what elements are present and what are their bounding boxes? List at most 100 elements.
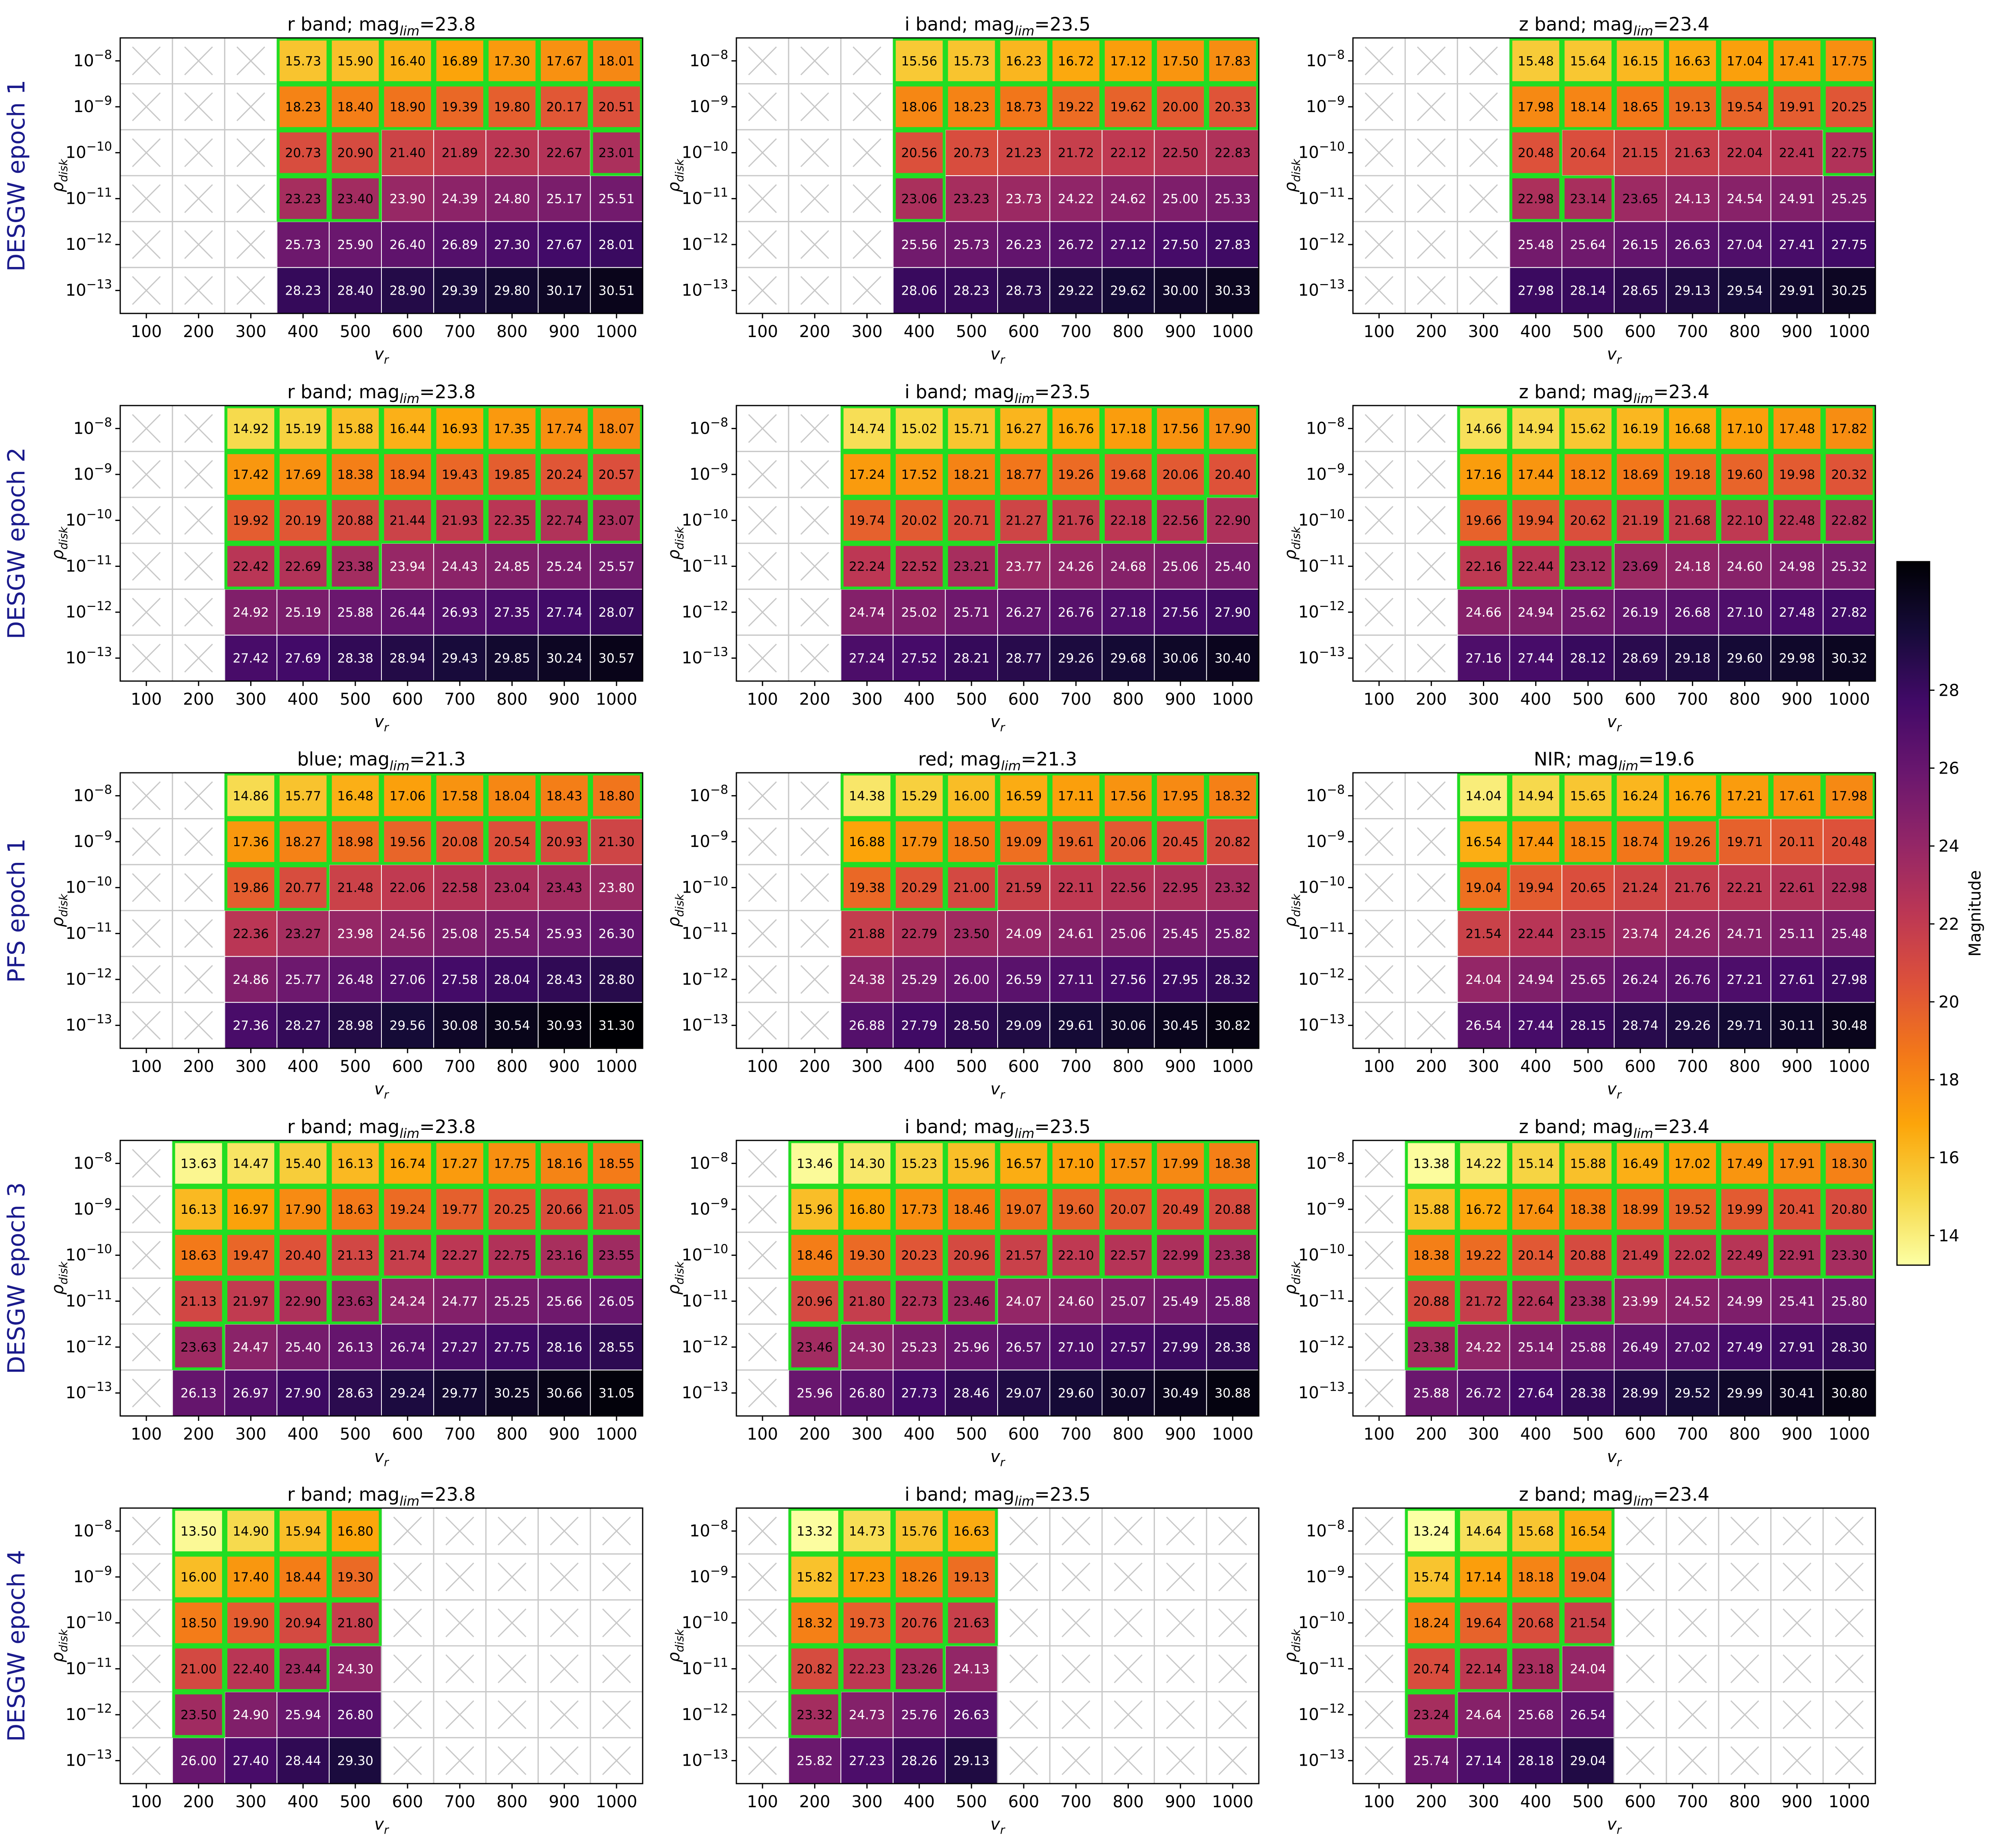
x-tick-label: 800 — [496, 690, 527, 709]
cell-value-label: 27.24 — [849, 651, 885, 666]
cell-value-label: 25.00 — [1162, 192, 1198, 206]
cell-value-label: 25.73 — [954, 238, 990, 252]
cell-value-label: 24.30 — [849, 1340, 885, 1355]
detectable-cell-outline — [1154, 405, 1207, 452]
x-tick-label: 1000 — [1829, 1793, 1870, 1811]
heatmap-panel-4-2: 13.46 14.30 15.23 15.96 16.57 17.10 17.57 17.99… — [665, 1116, 1260, 1469]
detectable-cell-outline — [277, 129, 330, 176]
heatmap-cell — [1561, 1232, 1615, 1279]
cell-value-label: 24.80 — [494, 192, 530, 206]
heatmap-cell — [1822, 635, 1876, 682]
heatmap-cell — [1049, 543, 1103, 590]
excluded-cross-mark — [1009, 1654, 1038, 1683]
cell-value-label: 15.71 — [954, 421, 990, 436]
cell-value-label: 17.58 — [442, 789, 478, 803]
detectable-cell-outline — [1457, 1140, 1510, 1187]
heatmap-cell — [590, 772, 643, 819]
cell-value-label: 19.90 — [233, 1616, 269, 1631]
heatmap-cell — [1049, 1369, 1103, 1416]
detectable-cell-outline — [1154, 497, 1207, 544]
heatmap-cell — [538, 635, 591, 682]
cell-value-label: 25.02 — [901, 605, 937, 620]
colorbar-tick-label: 16 — [1939, 1149, 1959, 1167]
y-tick-label: 10−9 — [73, 461, 112, 484]
heatmap-cell — [328, 497, 382, 544]
cell-value-label: 13.46 — [797, 1156, 833, 1171]
y-tick-label: 10−11 — [66, 920, 112, 943]
excluded-cross-mark — [1009, 1516, 1038, 1546]
cell-value-label: 18.55 — [599, 1156, 635, 1171]
y-axis-label: ρdisk — [48, 1628, 70, 1663]
cell-value-label: 18.99 — [1622, 1202, 1659, 1217]
cell-value-label: 30.17 — [546, 284, 582, 298]
detectable-cell-outline — [997, 1140, 1050, 1187]
x-tick-label: 100 — [131, 1425, 162, 1444]
heatmap-cell — [1509, 1645, 1562, 1692]
y-axis-label: ρdisk — [48, 1261, 70, 1295]
detectable-cell-outline — [840, 864, 894, 911]
heatmap-cell — [1457, 772, 1510, 819]
excluded-cross-mark — [748, 1516, 777, 1546]
detectable-cell-outline — [1154, 37, 1207, 84]
cell-value-label: 24.62 — [1110, 192, 1146, 206]
cell-value-label: 16.13 — [337, 1156, 374, 1171]
heatmap-cell — [892, 129, 946, 176]
detectable-cell-outline — [381, 497, 434, 544]
heatmap-cell — [381, 221, 434, 268]
detectable-cell-outline — [1562, 37, 1615, 84]
heatmap-cell — [328, 1140, 382, 1187]
heatmap-cell — [1457, 1737, 1510, 1784]
cell-value-label: 28.07 — [599, 605, 635, 620]
cell-value-label: 30.54 — [494, 1019, 530, 1033]
detectable-cell-outline — [1666, 497, 1719, 544]
heatmap-cell — [224, 1232, 278, 1279]
x-tick-label: 300 — [851, 322, 882, 341]
excluded-cross-mark — [1730, 1746, 1759, 1775]
cell-value-label: 21.68 — [1674, 514, 1711, 528]
cell-value-label: 22.98 — [1831, 881, 1868, 895]
cell-value-label: 21.00 — [954, 881, 990, 895]
detectable-cell-outline — [1509, 405, 1562, 452]
excluded-cross-mark — [132, 1241, 161, 1270]
colorbar-tick-label: 22 — [1939, 915, 1959, 934]
heatmap-cell — [538, 221, 591, 268]
cell-value-label: 27.75 — [494, 1340, 530, 1355]
detectable-cell-outline — [1102, 84, 1155, 130]
panel-title: z band; maglim=23.4 — [1519, 1484, 1709, 1509]
cell-value-label: 17.98 — [1518, 100, 1554, 115]
x-tick-label: 600 — [1625, 690, 1656, 709]
cell-value-label: 20.19 — [285, 514, 321, 528]
cell-value-label: 29.09 — [1006, 1019, 1042, 1033]
cell-value-label: 24.60 — [1727, 559, 1763, 574]
cell-value-label: 28.38 — [337, 651, 374, 666]
cell-value-label: 18.44 — [285, 1570, 321, 1585]
x-tick-label: 200 — [183, 1793, 214, 1811]
detectable-cell-outline — [224, 543, 278, 590]
cell-value-label: 21.24 — [1622, 881, 1659, 895]
cell-value-label: 19.04 — [1570, 1570, 1606, 1585]
y-tick-label: 10−9 — [73, 1196, 112, 1219]
cell-value-label: 19.38 — [849, 881, 885, 895]
heatmap-cell — [1822, 1232, 1876, 1279]
detectable-cell-outline — [1509, 84, 1562, 130]
excluded-cross-mark — [550, 1700, 579, 1729]
y-tick-label: 10−9 — [1306, 94, 1345, 116]
heatmap-cell — [328, 267, 382, 314]
detectable-cell-outline — [381, 1140, 434, 1187]
excluded-cross-mark — [1218, 1700, 1247, 1729]
cell-value-label: 27.10 — [1058, 1340, 1094, 1355]
detectable-cell-outline — [485, 405, 539, 452]
excluded-cross-mark — [1730, 1700, 1759, 1729]
axes-frame — [1352, 772, 1876, 1049]
cell-value-label: 17.98 — [1831, 789, 1868, 803]
cell-value-label: 19.22 — [1058, 100, 1094, 115]
cell-value-label: 25.19 — [285, 605, 321, 620]
excluded-cross-mark — [748, 1654, 777, 1683]
detectable-cell-outline — [1154, 772, 1207, 819]
cell-value-label: 29.62 — [1110, 284, 1146, 298]
cell-value-label: 23.38 — [1215, 1248, 1251, 1263]
heatmap-cell — [1405, 1599, 1458, 1646]
y-tick-label: 10−13 — [1298, 1012, 1345, 1035]
cell-value-label: 28.32 — [1215, 973, 1251, 987]
x-tick-label: 900 — [1165, 322, 1196, 341]
